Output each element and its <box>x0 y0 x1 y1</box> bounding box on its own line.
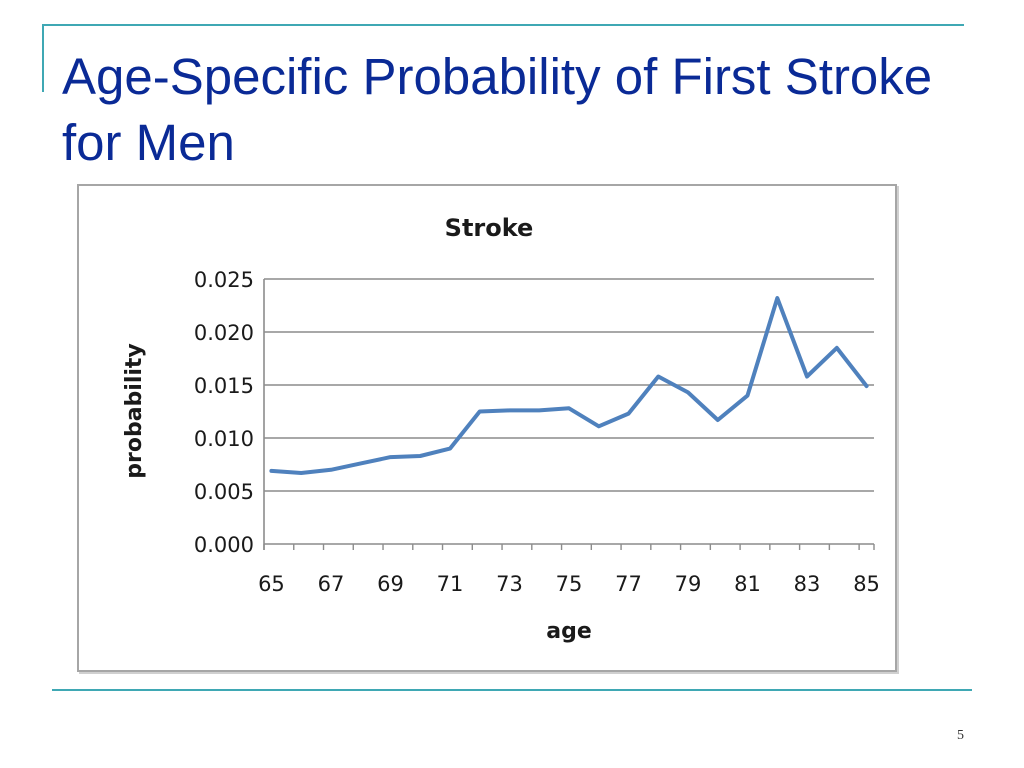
grid-layer <box>264 278 874 492</box>
x-axis-label: age <box>546 619 592 644</box>
x-tick-label: 83 <box>794 572 821 596</box>
left-accent-bar <box>42 24 44 92</box>
slide-number: 5 <box>957 728 964 743</box>
y-tick-label: 0.015 <box>194 374 254 398</box>
chart-title: Stroke <box>445 214 534 242</box>
slide-title: Age-Specific Probability of First Stroke… <box>62 48 933 171</box>
x-tick-label: 85 <box>853 572 880 596</box>
x-tick-label: 77 <box>615 572 642 596</box>
y-tick-label: 0.010 <box>194 427 254 451</box>
x-tick-label: 79 <box>675 572 702 596</box>
axis-layer: 0.000 0.005 0.010 0.015 0.020 0.025 65 67 69 71 73… <box>194 268 880 596</box>
x-tick-label: 69 <box>377 572 404 596</box>
x-tick-label: 75 <box>556 572 583 596</box>
y-tick-label: 0.005 <box>194 480 254 504</box>
chart-frame: Stroke 0.000 0.005 0.010 0.015 0.020 0.025 65 6… <box>77 184 897 672</box>
y-tick-label: 0.000 <box>194 533 254 557</box>
x-tick-label: 65 <box>258 572 285 596</box>
series-layer <box>269 296 869 475</box>
x-tick-label: 81 <box>734 572 761 596</box>
x-tick-label: 67 <box>318 572 345 596</box>
top-accent-rule <box>42 24 964 26</box>
series-line <box>269 296 869 475</box>
x-tick-label: 73 <box>496 572 523 596</box>
y-tick-label: 0.025 <box>194 268 254 292</box>
y-axis-label: probability <box>122 343 147 479</box>
x-tick-label: 71 <box>437 572 464 596</box>
bottom-accent-rule <box>52 689 972 691</box>
stroke-line-chart: Stroke 0.000 0.005 0.010 0.015 0.020 0.025 65 6… <box>122 214 880 644</box>
y-tick-label: 0.020 <box>194 321 254 345</box>
